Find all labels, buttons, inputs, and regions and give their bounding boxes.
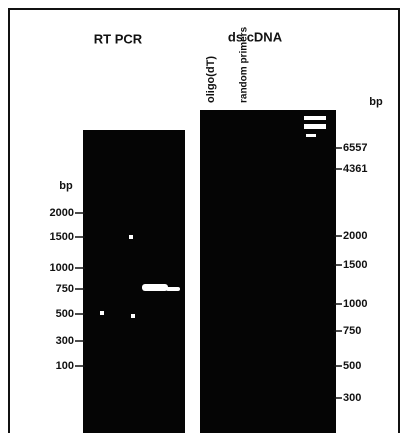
lane-label: random primers <box>239 26 250 103</box>
band <box>142 284 168 291</box>
band <box>131 314 135 318</box>
marker-label: 750 <box>343 325 361 337</box>
marker-label: 100 <box>56 360 74 372</box>
marker-label: 6557 <box>343 142 367 154</box>
figure: RT PCR ds cDNA oligo(dT) random primers … <box>0 0 407 433</box>
marker-label: 300 <box>56 335 74 347</box>
marker-label: 4361 <box>343 163 367 175</box>
marker-label: 750 <box>56 283 74 295</box>
marker-label: 1000 <box>50 262 74 274</box>
marker-label: 1500 <box>50 231 74 243</box>
marker-label: 300 <box>343 392 361 404</box>
band <box>304 116 326 120</box>
marker-label: 2000 <box>50 207 74 219</box>
marker-label: 500 <box>56 308 74 320</box>
marker-label: 2000 <box>343 230 367 242</box>
band <box>100 311 104 315</box>
lane-label: oligo(dT) <box>205 56 217 103</box>
bp-label: bp <box>59 180 73 192</box>
band <box>306 134 316 137</box>
marker-label: 1500 <box>343 259 367 271</box>
gel-right <box>200 110 336 433</box>
marker-label: 500 <box>343 360 361 372</box>
gel-left <box>83 130 185 433</box>
band <box>166 287 180 291</box>
ds-cdna-title: ds cDNA <box>228 29 283 44</box>
bp-label: bp <box>369 96 383 108</box>
marker-label: 1000 <box>343 298 367 310</box>
rt-pcr-title: RT PCR <box>94 31 143 46</box>
band <box>129 235 133 239</box>
band <box>304 124 326 129</box>
